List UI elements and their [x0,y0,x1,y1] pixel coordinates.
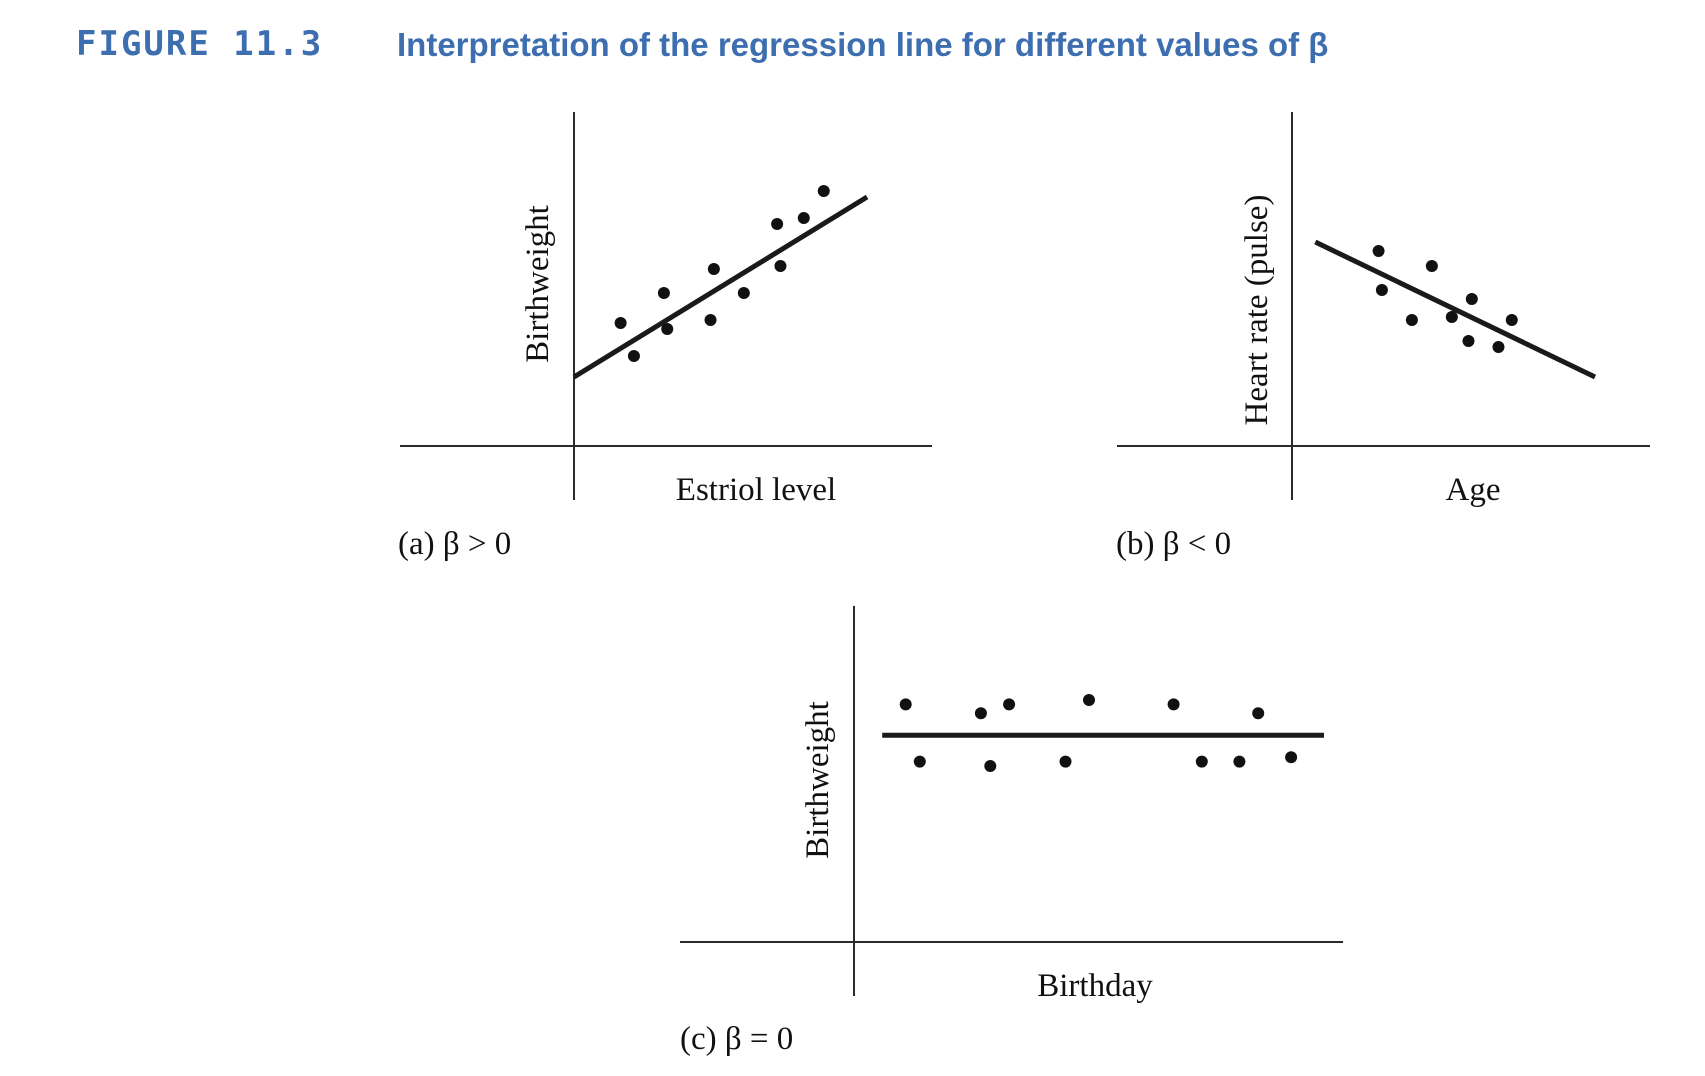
data-point [1492,341,1505,353]
x-axis-label: Estriol level [676,472,836,508]
data-point [913,755,926,768]
panel-c: Birthday Birthweight (c) β = 0 [680,606,1343,1057]
data-point [1505,314,1518,326]
data-point [614,317,627,329]
data-point [704,314,717,326]
data-point [1233,755,1246,768]
data-point [1462,335,1475,347]
data-point [1167,698,1180,711]
data-point [899,698,912,711]
data-point [797,212,810,224]
x-axis-label: Age [1446,472,1501,508]
data-point [774,260,787,272]
data-point [657,287,670,299]
data-point [1059,755,1072,768]
data-point [1285,751,1298,764]
figure-label: FIGURE 11.3 [76,24,324,64]
data-point [984,760,997,772]
panel-caption: (b) β < 0 [1116,526,1231,562]
data-point [1445,311,1458,323]
data-point [1195,755,1208,768]
data-point [1425,260,1438,272]
data-point [817,185,830,197]
data-point [737,287,750,299]
data-point [1372,245,1385,257]
panel-b: Age Heart rate (pulse) (b) β < 0 [1116,112,1650,562]
data-point [1252,707,1265,720]
regression-line [1314,239,1597,380]
data-point [1405,314,1418,326]
data-point [1375,284,1388,296]
data-point [661,323,674,335]
figure-title: Interpretation of the regression line fo… [397,26,1329,63]
panel-caption: (a) β > 0 [398,526,511,562]
data-point [771,218,784,230]
panel-caption: (c) β = 0 [680,1021,793,1057]
panel-a: Estriol level Birthweight (a) β > 0 [398,112,932,562]
data-point [974,707,987,720]
data-point [1083,694,1095,706]
x-axis-label: Birthday [1037,968,1153,1004]
data-point [627,350,640,362]
data-point [707,263,720,275]
y-axis-label: Birthweight [520,205,556,363]
regression-line [572,194,869,380]
data-point [1003,698,1016,711]
data-point [1465,293,1478,305]
y-axis-label: Heart rate (pulse) [1239,195,1275,426]
y-axis-label: Birthweight [800,701,836,859]
